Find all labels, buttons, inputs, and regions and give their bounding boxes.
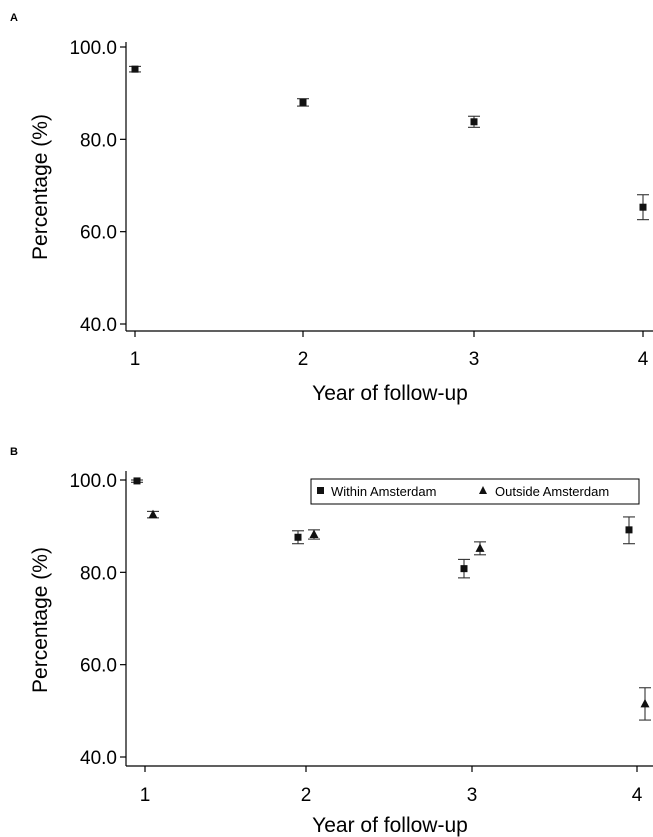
y-tick-label: 80.0 [80, 563, 117, 584]
data-point-triangle [640, 698, 650, 708]
y-tick-label: 60.0 [80, 656, 117, 677]
x-tick-label: 1 [130, 349, 141, 370]
y-tick-label: 40.0 [80, 315, 117, 336]
legend-triangle-marker [479, 486, 487, 494]
data-point-square [299, 98, 307, 106]
x-tick-label: 3 [467, 785, 478, 806]
panel-b: B Percentage (%) Year of follow-up Withi… [10, 446, 653, 837]
panel-a: A Percentage (%) Year of follow-up 40.0 6… [10, 12, 653, 405]
legend-label-outside: Outside Amsterdam [495, 484, 609, 499]
y-tick-label: 80.0 [80, 130, 117, 151]
x-tick-label: 2 [298, 349, 309, 370]
x-tick-label: 4 [638, 349, 649, 370]
y-tick-label: 100.0 [69, 471, 117, 492]
y-tick-label: 40.0 [80, 748, 117, 769]
data-point-square [133, 477, 141, 485]
panel-b-x-axis-title: Year of follow-up [312, 814, 468, 837]
legend-box [310, 478, 640, 505]
panel-b-legend: Within Amsterdam Outside Amsterdam [310, 478, 640, 505]
data-point-triangle [148, 509, 158, 519]
panel-b-label: B [10, 446, 18, 458]
data-point-triangle [475, 543, 485, 552]
x-tick-label: 2 [301, 785, 312, 806]
x-tick-label: 4 [632, 785, 643, 806]
panel-a-label: A [10, 12, 18, 24]
panel-a-y-axis-title: Percentage (%) [29, 114, 52, 260]
legend-square-marker [317, 487, 324, 494]
y-tick-label: 60.0 [80, 223, 117, 244]
data-point-square [294, 533, 302, 541]
panel-a-x-axis-title: Year of follow-up [312, 382, 468, 405]
data-point-triangle [309, 529, 319, 538]
legend-label-within: Within Amsterdam [331, 484, 436, 499]
data-point-square [639, 203, 647, 211]
data-point-square [470, 118, 478, 126]
x-tick-label: 1 [140, 785, 151, 806]
data-point-square [131, 65, 139, 73]
data-point-square [460, 565, 468, 573]
x-tick-label: 3 [469, 349, 480, 370]
panel-b-y-axis-title: Percentage (%) [29, 547, 52, 693]
data-point-square [625, 526, 633, 534]
y-tick-label: 100.0 [69, 38, 117, 59]
